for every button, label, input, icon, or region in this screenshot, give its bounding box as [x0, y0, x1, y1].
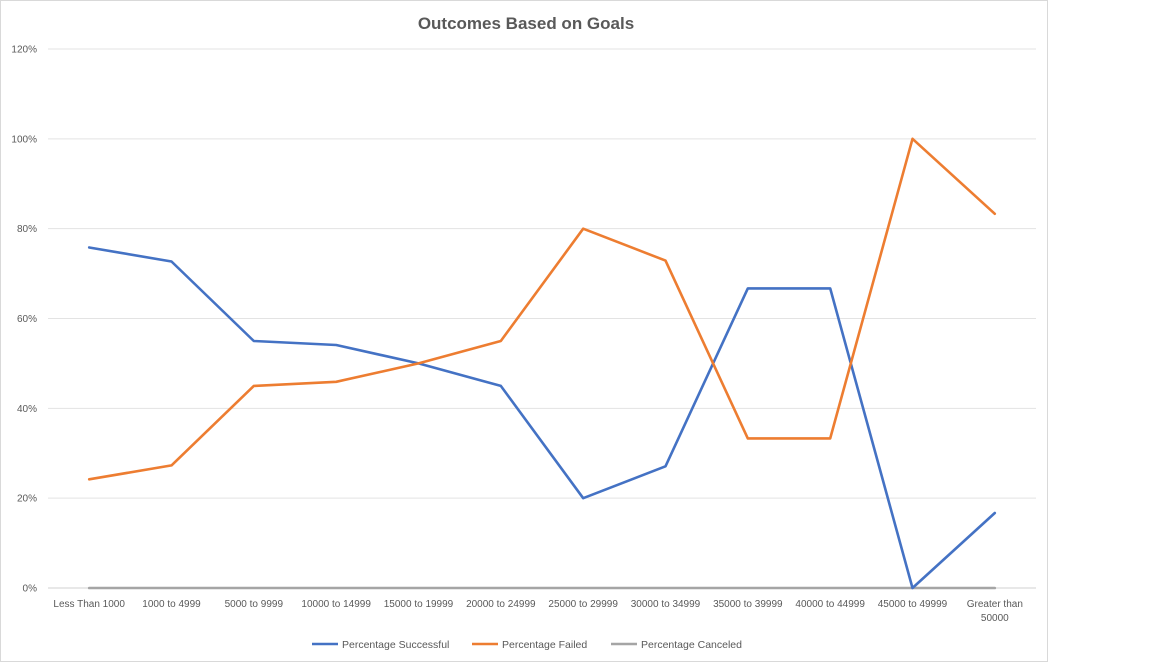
x-tick-label: 15000 to 19999 — [384, 599, 454, 610]
series-line-percentage-successful — [87, 246, 997, 590]
chart-title: Outcomes Based on Goals — [418, 14, 634, 33]
x-tick-label: Less Than 1000 — [53, 599, 125, 610]
x-tick-label: 1000 to 4999 — [142, 599, 201, 610]
x-tick-label: 50000 — [981, 613, 1009, 624]
x-tick-label: 10000 to 14999 — [301, 599, 371, 610]
y-tick-label: 60% — [17, 314, 37, 325]
chart-area: Outcomes Based on Goals 0% 20% 40% 60% 80% 10… — [0, 0, 1048, 662]
x-tick-label: Greater than — [967, 599, 1023, 610]
x-tick-label: 30000 to 34999 — [631, 599, 701, 610]
legend-label: Percentage Successful — [342, 639, 449, 651]
x-axis-tick-labels: Less Than 1000 1000 to 4999 5000 to 9999 10… — [53, 599, 1023, 624]
legend: Percentage Successful Percentage Failed Pe… — [312, 639, 742, 651]
y-tick-label: 100% — [11, 134, 37, 145]
legend-label: Percentage Canceled — [641, 639, 742, 651]
x-tick-label: 35000 to 39999 — [713, 599, 783, 610]
x-tick-label: 5000 to 9999 — [225, 599, 284, 610]
series-line-percentage-failed — [87, 137, 997, 481]
y-tick-label: 120% — [11, 45, 37, 56]
x-tick-label: 40000 to 44999 — [795, 599, 865, 610]
gridlines — [48, 48, 1036, 589]
x-tick-label: 25000 to 29999 — [548, 599, 618, 610]
y-tick-label: 80% — [17, 224, 37, 235]
y-tick-label: 0% — [23, 584, 38, 595]
y-tick-label: 40% — [17, 404, 37, 415]
legend-label: Percentage Failed — [502, 639, 587, 651]
x-tick-label: 20000 to 24999 — [466, 599, 536, 610]
y-tick-label: 20% — [17, 494, 37, 505]
series-lines — [87, 137, 997, 590]
y-axis-tick-labels: 0% 20% 40% 60% 80% 100% 120% — [11, 45, 37, 595]
x-tick-label: 45000 to 49999 — [878, 599, 948, 610]
line-chart: Outcomes Based on Goals 0% 20% 40% 60% 80% 10… — [11, 14, 1036, 651]
